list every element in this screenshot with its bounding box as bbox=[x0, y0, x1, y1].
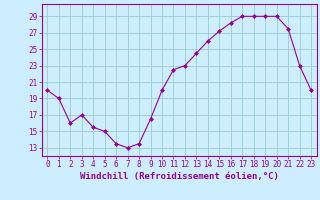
X-axis label: Windchill (Refroidissement éolien,°C): Windchill (Refroidissement éolien,°C) bbox=[80, 172, 279, 181]
